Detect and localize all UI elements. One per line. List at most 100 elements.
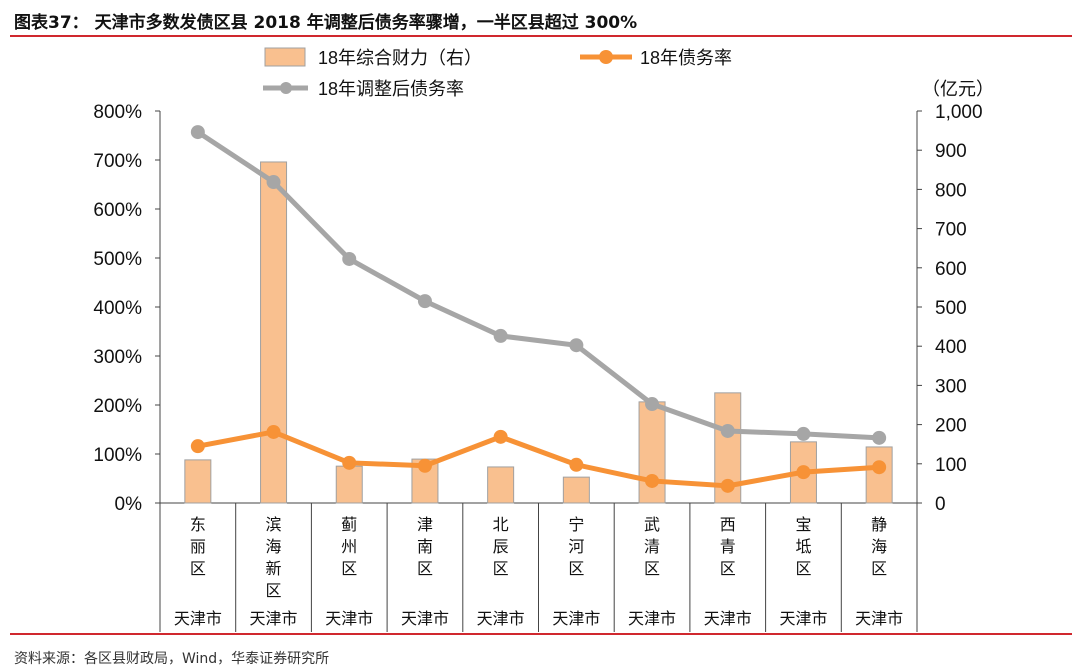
category-label: 滨 [266,516,282,534]
group-label: 天津市 [855,610,903,628]
category-label: 区 [190,561,206,578]
category-label: 区 [720,561,736,578]
group-label: 天津市 [174,610,222,628]
category-label: 区 [266,583,282,600]
legend-bar-swatch [264,47,306,67]
bar-fiscal-capacity [487,466,515,504]
left-tick-label: 700% [93,151,142,172]
category-label: 区 [795,561,811,578]
left-tick-label: 300% [93,347,142,368]
category-label: 州 [341,539,357,556]
group-label: 天津市 [552,610,600,628]
adjusted-debt-rate-point [266,175,281,190]
category-label: 清 [644,538,660,556]
right-tick-label: 600 [935,259,967,280]
group-label: 天津市 [477,610,525,628]
adjusted-debt-rate-line [196,129,880,441]
bar-fiscal-capacity [335,465,363,504]
adjusted-debt-rate-point [493,328,508,343]
category-label: 区 [644,561,660,578]
category-label: 辰 [493,539,509,556]
debt-rate-point [720,478,735,493]
debt-rate-line [197,429,880,489]
right-tick-label: 500 [935,298,967,319]
group-label: 天津市 [779,610,827,628]
adjusted-debt-rate-point [417,294,432,309]
category-label: 津 [417,516,433,534]
legend-debt-rate-marker [599,50,613,64]
adjusted-debt-rate-point [796,426,811,441]
right-tick-label: 0 [935,494,946,515]
category-label: 新 [266,560,282,578]
adjusted-debt-rate-point [720,423,735,438]
group-label: 天津市 [628,610,676,628]
debt-rate-point [645,473,660,488]
left-tick-label: 800% [93,102,142,123]
bar-fiscal-capacity [562,476,590,504]
category-label: 北 [493,516,509,534]
left-tick-label: 200% [93,396,142,417]
adjusted-debt-rate-point [342,251,357,266]
right-tick-label: 800 [935,180,967,201]
right-axis-unit: （亿元） [922,79,994,99]
title-rule [10,35,1072,37]
category-label: 静 [871,516,887,534]
debt-rate-point [872,460,887,475]
adjusted-debt-rate-point [645,397,660,412]
footer-rule [10,633,1072,635]
category-label: 青 [720,538,736,556]
category-label: 区 [568,561,584,578]
right-tick-label: 200 [935,416,967,437]
left-tick-label: 500% [93,249,142,270]
category-label: 武 [644,516,660,534]
group-label: 天津市 [250,610,298,628]
left-tick-label: 600% [93,200,142,221]
adjusted-debt-rate-point [872,430,887,445]
debt-rate-point [796,465,811,480]
category-label: 坻 [795,538,811,556]
category-label: 区 [871,561,887,578]
debt-rate-point [569,457,584,472]
right-tick-label: 100 [935,455,967,476]
category-label: 西 [720,517,736,534]
bar-fiscal-capacity [184,459,212,504]
category-label: 海 [266,538,282,556]
source-note: 资料来源：各区县财政局，Wind，华泰证券研究所 [14,651,330,667]
debt-rate-point [342,455,357,470]
debt-rate-point [417,458,432,473]
legend-label: 18年债务率 [640,48,732,68]
debt-rate-point [266,424,281,439]
right-tick-label: 900 [935,141,967,162]
group-label: 天津市 [401,610,449,628]
category-label: 东 [190,516,206,534]
category-label: 丽 [190,539,206,556]
legend-adjusted-marker [280,82,292,94]
bar-fiscal-capacity [865,446,893,504]
category-label: 区 [493,561,509,578]
right-tick-label: 300 [935,376,967,397]
legend-label: 18年调整后债务率 [318,79,464,99]
group-label: 天津市 [704,610,752,628]
category-label: 蓟 [341,516,357,534]
chart-title: 图表37： 天津市多数发债区县 2018 年调整后债务率骤增，一半区县超过 30… [14,13,638,33]
category-label: 宁 [568,516,584,534]
category-label: 区 [417,561,433,578]
left-tick-label: 100% [93,445,142,466]
group-label: 天津市 [325,610,373,628]
category-label: 海 [871,538,887,556]
category-label: 宝 [795,516,811,534]
adjusted-debt-rate-point [569,338,584,353]
category-label: 河 [568,538,584,556]
left-tick-label: 0% [115,494,143,515]
adjusted-debt-rate-point [190,125,205,140]
category-label: 区 [341,561,357,578]
right-tick-label: 700 [935,220,967,241]
right-tick-label: 400 [935,337,967,358]
left-tick-label: 400% [93,298,142,319]
debt-rate-point [493,429,508,444]
bar-fiscal-capacity [260,161,288,504]
category-label: 南 [417,538,433,556]
right-tick-label: 1,000 [935,102,983,123]
debt-rate-point [190,439,205,454]
